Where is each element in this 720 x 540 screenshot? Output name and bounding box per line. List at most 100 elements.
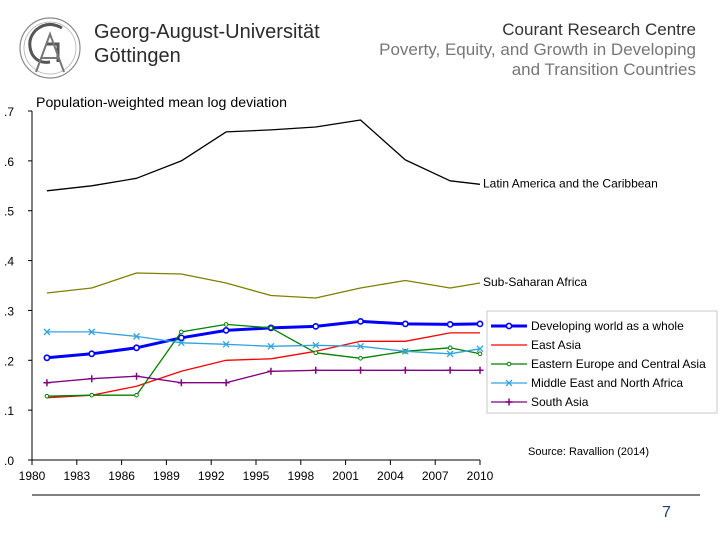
data-point	[313, 350, 319, 356]
university-name-line1: Georg-August-Universität	[94, 21, 320, 43]
legend-box	[486, 310, 718, 414]
data-point	[177, 334, 185, 342]
series-line	[46, 323, 481, 397]
data-point	[223, 322, 229, 327]
series-sub-saharan-africa	[46, 272, 481, 299]
legend-label: Eastern Europe and Central Asia	[531, 357, 706, 371]
university-logo	[19, 17, 81, 79]
legend-marker	[506, 361, 512, 367]
legend-label: South Asia	[531, 395, 589, 409]
data-point	[133, 332, 140, 340]
x-tick-label: 1986	[108, 469, 135, 483]
data-point	[267, 342, 275, 350]
x-tick-label: 2001	[332, 469, 359, 483]
legend-label: Middle East and North Africa	[531, 376, 683, 390]
data-point	[177, 379, 185, 387]
data-point	[222, 326, 230, 334]
data-point	[476, 366, 484, 374]
data-point	[476, 320, 484, 328]
data-point	[177, 339, 185, 347]
data-point	[312, 322, 320, 330]
series-south-asia	[43, 366, 484, 387]
chart-axes: .0 .1 .2 .3 .4 .5 .6 .7 1980 1983 1986 1989 1992 1995…	[4, 105, 494, 483]
x-tick-label: 1983	[63, 469, 90, 483]
series-middle-east-and-north-africa	[43, 328, 484, 358]
data-point	[357, 317, 364, 325]
data-point	[133, 344, 140, 352]
chart-title: Population-weighted mean log deviation	[36, 94, 287, 110]
page-number: 7	[662, 504, 671, 521]
data-point	[312, 366, 320, 374]
data-point	[401, 366, 409, 374]
y-tick-label: .1	[4, 404, 14, 418]
data-point	[268, 325, 274, 331]
legend-marker	[505, 398, 513, 406]
y-tick-label: .3	[4, 304, 14, 318]
y-tick-label: .7	[4, 105, 14, 119]
data-point	[446, 320, 454, 328]
chart-legend: Developing world as a whole East Asia East…	[486, 310, 718, 414]
data-point	[312, 341, 320, 349]
university-name-line2: Göttingen	[94, 45, 181, 67]
data-point	[134, 392, 139, 398]
series-line	[46, 332, 480, 399]
x-tick-label: 1992	[198, 469, 225, 483]
x-tick-label: 1989	[153, 469, 180, 483]
data-point	[447, 345, 453, 351]
centre-subtitle-line2: and Transition Countries	[511, 60, 696, 79]
data-point	[179, 329, 184, 335]
x-tick-label: 2010	[467, 469, 494, 483]
series-east-asia	[46, 332, 481, 399]
data-point	[133, 372, 141, 380]
data-point	[358, 355, 363, 361]
data-point	[43, 379, 51, 387]
university-name: Georg-August-Universität Göttingen	[94, 20, 320, 68]
source-note: Source: Ravallion (2014)	[528, 446, 649, 458]
data-point	[357, 342, 364, 350]
data-point	[476, 345, 484, 353]
data-point	[43, 328, 51, 336]
data-point	[43, 354, 51, 362]
data-point	[88, 375, 96, 383]
centre-title: Courant Research Centre	[502, 20, 696, 39]
centre-subtitle-line1: Poverty, Equity, and Growth in Developin…	[379, 40, 696, 59]
x-tick-label: 2007	[422, 469, 449, 483]
legend-label: East Asia	[531, 338, 581, 352]
legend-item-south-asia: South Asia	[491, 395, 589, 409]
legend-item-developing-world-as-a-whole: Developing world as a whole	[491, 319, 684, 333]
data-point	[477, 351, 483, 357]
y-tick-label: .2	[4, 354, 14, 368]
research-centre-block: Courant Research Centre Poverty, Equity,…	[379, 20, 696, 80]
legend-item-middle-east-and-north-africa: Middle East and North Africa	[491, 376, 683, 390]
series-latin-america-and-the-caribbean	[46, 119, 481, 192]
data-point	[222, 379, 230, 387]
series-line	[46, 272, 481, 299]
legend-marker	[505, 322, 513, 330]
legend-item-east-asia: East Asia	[491, 338, 581, 352]
x-tick-label: 2004	[377, 469, 404, 483]
data-point	[88, 328, 96, 336]
data-point	[401, 347, 409, 355]
data-point	[267, 367, 275, 375]
data-point	[88, 350, 96, 358]
legend-label: Developing world as a whole	[531, 319, 684, 333]
y-tick-label: .4	[4, 255, 14, 269]
series-label-sub-saharan-africa: Sub-Saharan Africa	[483, 275, 587, 289]
data-point	[446, 366, 454, 374]
series-line	[46, 119, 481, 192]
series-line	[46, 369, 480, 384]
y-tick-label: .0	[4, 454, 14, 468]
data-point	[401, 320, 409, 328]
x-tick-label: 1980	[19, 469, 46, 483]
inequality-line-chart: Population-weighted mean log deviation .…	[4, 94, 718, 496]
series-layer	[43, 119, 484, 399]
data-point	[89, 392, 95, 398]
data-point	[222, 340, 230, 348]
x-tick-label: 1995	[243, 469, 270, 483]
series-labels: Latin America and the Caribbean Sub-Sahar…	[483, 176, 658, 289]
data-point	[357, 366, 365, 374]
x-tick-label: 1998	[287, 469, 314, 483]
data-point	[446, 350, 454, 358]
y-tick-label: .5	[4, 205, 14, 219]
series-label-latin-america-and-the-caribbean: Latin America and the Caribbean	[483, 176, 658, 190]
